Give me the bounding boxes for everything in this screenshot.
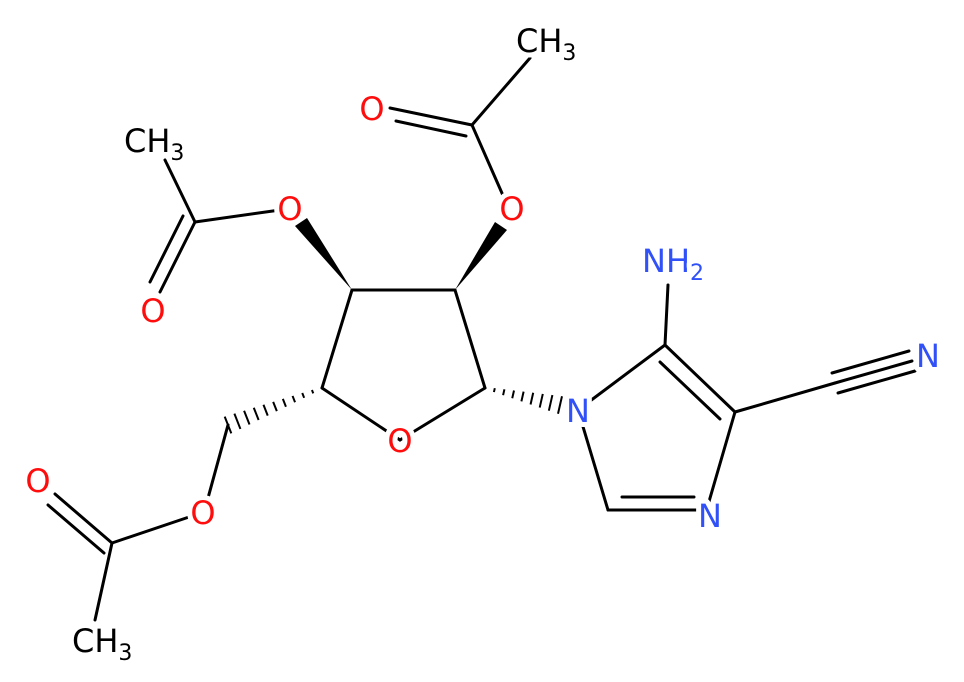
atom-label: N [916, 337, 940, 375]
hash-line [311, 389, 315, 394]
atom-label: CH3 [72, 622, 132, 666]
hash-line [301, 392, 306, 399]
hash-line [502, 389, 506, 396]
hash-line [557, 396, 563, 414]
atom-label: N [566, 392, 590, 430]
hash-line [233, 413, 242, 430]
hash-line [223, 416, 233, 434]
bonds [46, 56, 917, 622]
atom-label: O [277, 190, 302, 228]
hash-line [272, 401, 278, 412]
hash-line [281, 398, 287, 408]
atom-labels: CH3 O O CH3 O O NH2 N N O N O O CH3 [20, 17, 945, 671]
hash-line [320, 386, 324, 390]
atom-label: O [25, 462, 50, 500]
hash-line [529, 392, 535, 405]
hash-line [520, 391, 525, 402]
atom-label: O [387, 422, 412, 460]
atom-label: NH2 [642, 242, 704, 286]
hashed-wedges [223, 386, 563, 434]
atom-label: O [140, 292, 165, 330]
hash-line [252, 407, 260, 421]
hash-line [538, 393, 544, 408]
atom-label: N [698, 497, 722, 535]
atom-label: CH3 [124, 122, 184, 166]
hash-line [492, 387, 496, 393]
hash-line [262, 404, 269, 416]
hash-line [511, 390, 515, 399]
hash-line [243, 410, 251, 425]
atom-label: O [359, 90, 384, 128]
hash-line [547, 394, 554, 411]
hash-line [291, 395, 296, 403]
atom-label: O [190, 494, 215, 532]
atom-label: O [499, 190, 524, 228]
atom-label: CH3 [516, 22, 576, 66]
